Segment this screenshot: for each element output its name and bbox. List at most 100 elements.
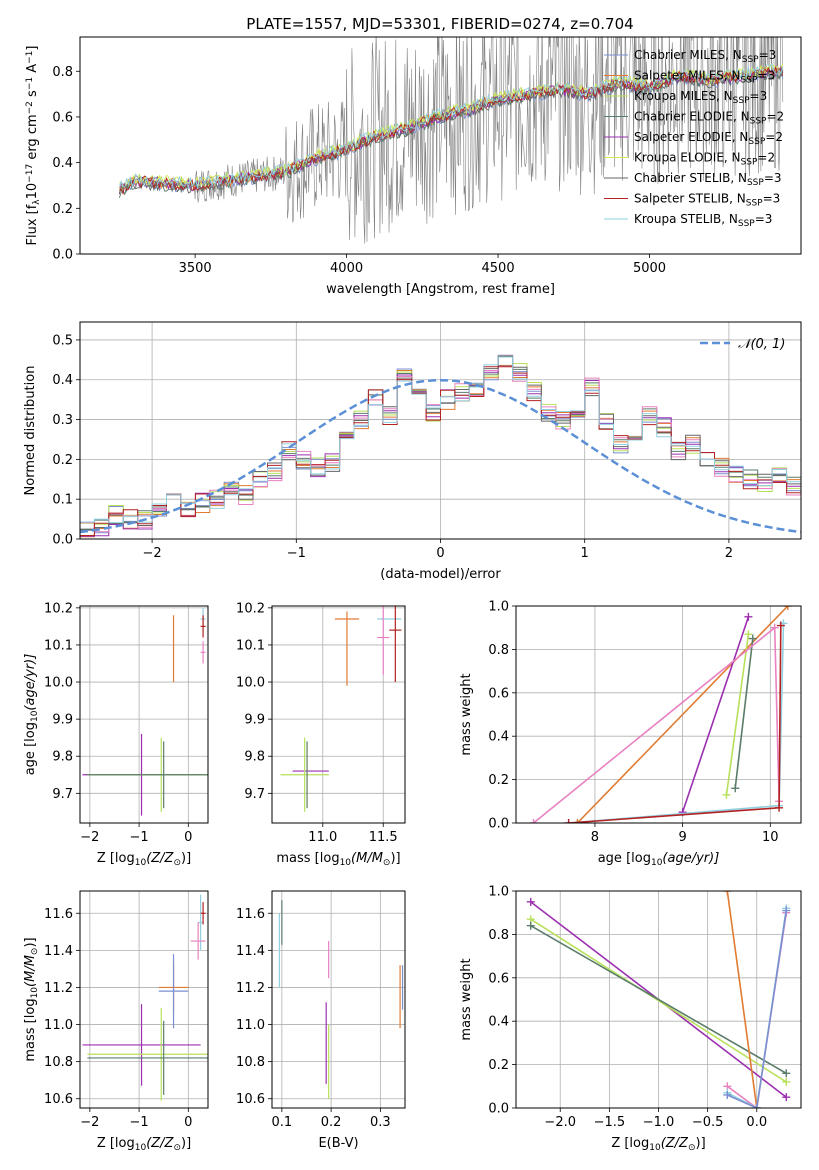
y-tick-label: 10.0 (44, 676, 73, 691)
label-part: ⊙ (688, 1143, 696, 1153)
chart-panel-mass-vs-EBV: 0.1 0.2 0.3 10.6 10.8 11.0 11.2 11.4 11.6 E(B-V) (236, 890, 406, 1151)
y-tick-label: 0.0 (488, 1102, 509, 1117)
label-part: erg cm (25, 114, 40, 163)
label-part: (Z/Z (146, 1136, 174, 1151)
x-tick-label: 4500 (482, 261, 515, 276)
label-part: λ (32, 199, 42, 205)
legend-entry: 𝒩(0, 1) (738, 337, 785, 352)
label-part: )] (181, 1136, 191, 1151)
label-part: )] (23, 937, 38, 947)
y-tick-label: 10.2 (236, 601, 265, 616)
y-tick-label: 0.8 (52, 65, 73, 80)
model-line-kroupa_stelib (118, 62, 784, 190)
y-tick-label: 11.0 (236, 1018, 265, 1033)
label-part: (M/M (23, 955, 38, 987)
label-part: age [log (598, 851, 651, 866)
x-tick-label: 0.0 (746, 1115, 767, 1130)
series-marker (748, 634, 757, 643)
series-line (725, 634, 750, 795)
y-axis-label: Normed distribution (23, 366, 38, 496)
x-tick-label: −2.0 (544, 1115, 576, 1130)
y-axis-label: mass weight (459, 958, 474, 1040)
y-tick-label: 9.9 (244, 713, 265, 728)
label-part: ] (25, 46, 40, 51)
label-part: 10 (30, 710, 40, 722)
x-tick-label: 5000 (633, 261, 666, 276)
x-axis-label: mass [log10(M/M⊙)] (276, 851, 400, 868)
label-part: (age/yr)] (662, 851, 719, 866)
series-marker (783, 606, 792, 610)
label-part: (age/yr)] (23, 654, 38, 711)
y-tick-label: 9.9 (52, 713, 73, 728)
label-part: 10 (135, 1143, 147, 1153)
chart-panel-residuals: 𝒩(0, 1) −2 −1 0 1 2 0.0 0.1 0.2 0.3 0.4 0.5 (data-mo… (23, 321, 802, 582)
y-tick-label: 0.0 (52, 533, 73, 548)
x-axis-label: age [log10(age/yr)] (598, 851, 720, 868)
label-part: Kroupa ELODIE, N (634, 151, 741, 165)
label-part: )] (696, 1136, 706, 1151)
label-part: =3 (759, 48, 777, 62)
x-tick-label: 8 (591, 830, 599, 845)
y-tick-label: 0.4 (52, 373, 73, 388)
x-axis-label: E(B-V) (318, 1136, 358, 1151)
label-part: SSP (746, 198, 763, 208)
plot-area (280, 606, 402, 812)
series-marker (782, 906, 791, 915)
series-marker (744, 630, 753, 639)
x-tick-label: 3500 (179, 261, 212, 276)
chart-panel-mass-vs-Z: −2 −1 010.610.811.011.211.411.6Z [log10(Z/… (23, 890, 209, 1153)
x-tick-label: 0 (436, 546, 444, 561)
y-axis-label: age [log10(age/yr)] (23, 654, 40, 776)
label-part: −17 (25, 164, 35, 183)
label-part: SSP (733, 96, 750, 106)
y-tick-label: 11.4 (236, 944, 265, 959)
y-tick-label: 11.0 (44, 1018, 73, 1033)
axes-frame (271, 605, 406, 824)
series-marker (723, 891, 732, 895)
label-part: s (25, 90, 40, 101)
series-line (530, 925, 787, 1074)
y-tick-label: 0.6 (488, 971, 509, 986)
label-part: 10 (649, 1143, 661, 1153)
axes-frame (79, 605, 209, 824)
x-tick-label: 4000 (330, 261, 363, 276)
legend-entry: Salpeter STELIB, NSSP=3 (634, 192, 780, 209)
data-spectrum-line (119, 37, 784, 244)
y-tick-label: 0.4 (488, 1015, 509, 1030)
series-marker (564, 819, 573, 823)
y-axis-label: mass [log10(M/M⊙)] (23, 937, 40, 1061)
label-part: Chabrier ELODIE, N (634, 110, 750, 124)
x-tick-label: 10 (762, 830, 779, 845)
label-part: mass [log (276, 851, 339, 866)
x-tick-label: 2 (725, 546, 733, 561)
label-part: SSP (741, 75, 758, 85)
x-tick-label: 9 (678, 830, 686, 845)
label-part: SSP (742, 55, 759, 65)
legend-entry: Salpeter MILES, NSSP=3 (634, 69, 775, 86)
y-tick-label: 0.2 (488, 1058, 509, 1073)
x-tick-label: 1 (581, 546, 589, 561)
series-marker (770, 623, 779, 632)
y-tick-label: 10.6 (44, 1092, 73, 1107)
y-tick-label: 0.2 (52, 453, 73, 468)
y-tick-label: 10.0 (236, 676, 265, 691)
label-part: )] (390, 851, 400, 866)
label-part: Salpeter ELODIE, N (634, 130, 748, 144)
y-tick-label: 0.0 (488, 817, 509, 832)
label-part: 10 (651, 858, 663, 868)
label-part: ⊙ (173, 1143, 181, 1153)
y-tick-label: 10.6 (236, 1092, 265, 1107)
legend-entry: Kroupa STELIB, NSSP=3 (634, 212, 772, 229)
label-part: −1 (25, 77, 35, 90)
label-part: Kroupa MILES, N (634, 89, 733, 103)
label-part: =3 (750, 89, 768, 103)
x-tick-label: −1 (129, 830, 148, 845)
label-part: Chabrier STELIB, N (634, 171, 747, 185)
series-marker (744, 612, 753, 621)
series-marker (782, 1093, 791, 1102)
histogram-step-kroupa_stelib (80, 356, 801, 524)
label-part: Z [log (611, 1136, 649, 1151)
series-marker (776, 621, 785, 630)
plot-area (526, 891, 791, 1108)
